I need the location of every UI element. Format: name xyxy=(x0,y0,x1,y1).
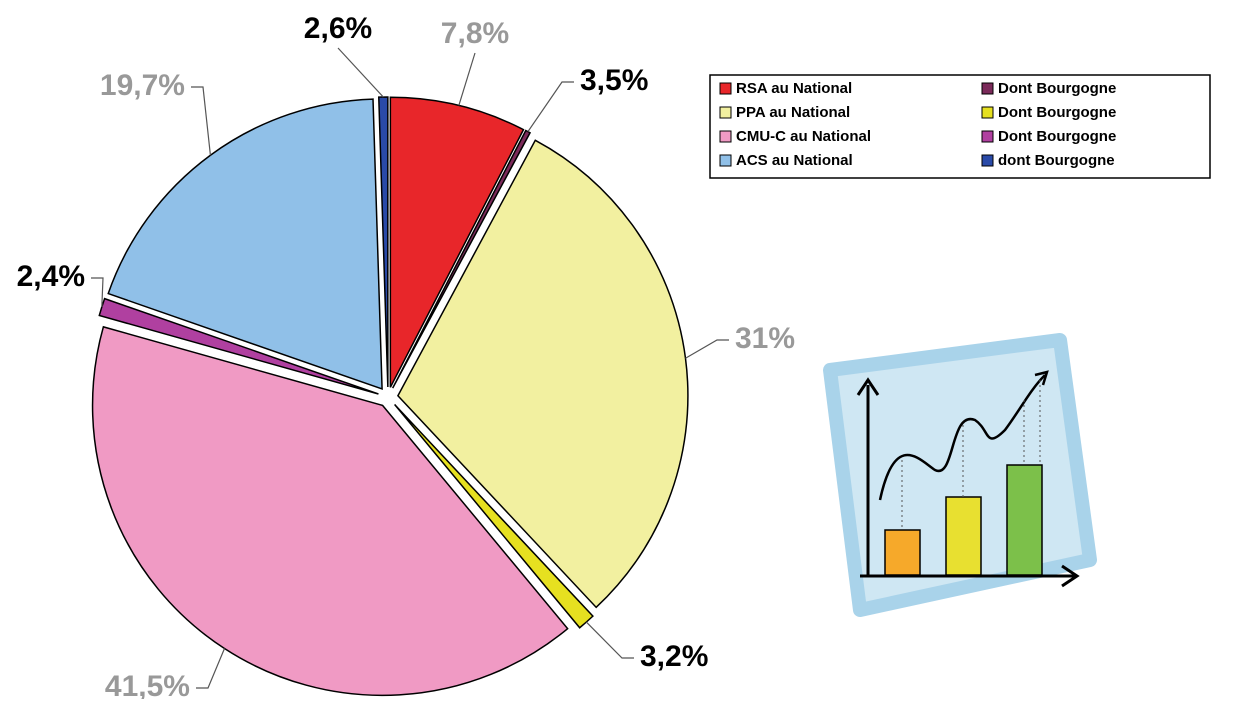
legend-swatch xyxy=(719,154,732,167)
legend-swatch xyxy=(981,82,994,95)
legend-swatch xyxy=(719,82,732,95)
legend-swatch xyxy=(981,106,994,119)
legend-label: RSA au National xyxy=(736,80,852,97)
leader-line xyxy=(196,648,226,689)
legend-box xyxy=(709,74,1211,179)
leader-line xyxy=(91,277,104,308)
leader-line xyxy=(337,47,384,98)
leader-line xyxy=(191,86,212,156)
data-label: 2,4% xyxy=(17,260,85,293)
data-label: 7,8% xyxy=(441,17,509,50)
illustration xyxy=(823,333,1097,617)
legend-swatch xyxy=(981,130,994,143)
data-label: 3,2% xyxy=(640,640,708,673)
legend-label: Dont Bourgogne xyxy=(998,80,1116,97)
legend-label: Dont Bourgogne xyxy=(998,128,1116,145)
legend-swatch xyxy=(981,154,994,167)
data-label: 19,7% xyxy=(100,69,185,102)
leader-line xyxy=(685,339,729,359)
leader-line xyxy=(458,52,476,106)
data-label: 41,5% xyxy=(105,670,190,699)
data-label: 31% xyxy=(735,322,795,355)
pie-slice xyxy=(107,98,383,391)
legend-swatch xyxy=(719,106,732,119)
pie-slice xyxy=(397,139,689,609)
leader-line xyxy=(527,81,574,132)
legend-label: Dont Bourgogne xyxy=(998,104,1116,121)
legend-label: ACS au National xyxy=(736,152,853,169)
data-label: 2,6% xyxy=(304,12,372,45)
legend-swatch xyxy=(719,130,732,143)
pie-slice xyxy=(389,96,525,388)
data-label: 3,5% xyxy=(580,64,648,97)
pie-slice xyxy=(394,403,594,629)
legend-label: PPA au National xyxy=(736,104,850,121)
legend-label: dont Bourgogne xyxy=(998,152,1115,169)
legend-label: CMU-C au National xyxy=(736,128,871,145)
leader-line xyxy=(585,621,634,659)
